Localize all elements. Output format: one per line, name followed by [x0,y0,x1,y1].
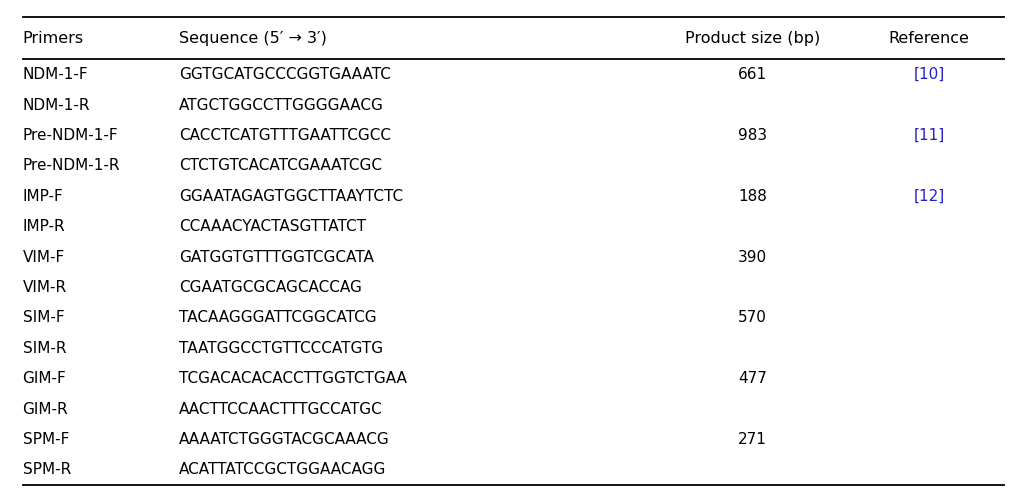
Text: TAATGGCCTGTTCCCATGTG: TAATGGCCTGTTCCCATGTG [179,341,383,356]
Text: [10]: [10] [913,67,945,82]
Text: IMP-R: IMP-R [23,219,66,234]
Text: 661: 661 [738,67,767,82]
Text: TACAAGGGATTCGGCATCG: TACAAGGGATTCGGCATCG [179,310,377,325]
Text: SPM-F: SPM-F [23,432,69,447]
Text: VIM-F: VIM-F [23,249,65,264]
Text: Pre-NDM-1-F: Pre-NDM-1-F [23,128,118,143]
Text: TCGACACACACCTTGGTCTGAA: TCGACACACACCTTGGTCTGAA [179,371,408,386]
Text: ACATTATCCGCTGGAACAGG: ACATTATCCGCTGGAACAGG [179,462,387,477]
Text: [12]: [12] [913,189,945,204]
Text: Primers: Primers [23,31,84,46]
Text: GGAATAGAGTGGCTTAAYTCTC: GGAATAGAGTGGCTTAAYTCTC [179,189,403,204]
Text: CTCTGTCACATCGAAATCGC: CTCTGTCACATCGAAATCGC [179,158,382,173]
Text: Sequence (5′ → 3′): Sequence (5′ → 3′) [179,31,327,46]
Text: AACTTCCAACTTTGCCATGC: AACTTCCAACTTTGCCATGC [179,401,383,417]
Text: CGAATGCGCAGCACCAG: CGAATGCGCAGCACCAG [179,280,362,295]
Text: NDM-1-R: NDM-1-R [23,98,90,112]
Text: IMP-F: IMP-F [23,189,63,204]
Text: 570: 570 [738,310,767,325]
Text: 477: 477 [738,371,767,386]
Text: CCAAACYACTASGTTATCT: CCAAACYACTASGTTATCT [179,219,367,234]
Text: NDM-1-F: NDM-1-F [23,67,88,82]
Text: ATGCTGGCCTTGGGGAACG: ATGCTGGCCTTGGGGAACG [179,98,384,112]
Text: 390: 390 [738,249,767,264]
Text: 271: 271 [738,432,767,447]
Text: SIM-R: SIM-R [23,341,66,356]
Text: Reference: Reference [889,31,970,46]
Text: GIM-R: GIM-R [23,401,69,417]
Text: GIM-F: GIM-F [23,371,67,386]
Text: SPM-R: SPM-R [23,462,71,477]
Text: 188: 188 [738,189,767,204]
Text: GATGGTGTTTGGTCGCATA: GATGGTGTTTGGTCGCATA [179,249,374,264]
Text: VIM-R: VIM-R [23,280,67,295]
Text: [11]: [11] [913,128,945,143]
Text: SIM-F: SIM-F [23,310,65,325]
Text: CACCTCATGTTTGAATTCGCC: CACCTCATGTTTGAATTCGCC [179,128,391,143]
Text: 983: 983 [738,128,767,143]
Text: AAAATCTGGGTACGCAAACG: AAAATCTGGGTACGCAAACG [179,432,390,447]
Text: Pre-NDM-1-R: Pre-NDM-1-R [23,158,120,173]
Text: GGTGCATGCCCGGTGAAATC: GGTGCATGCCCGGTGAAATC [179,67,391,82]
Text: Product size (bp): Product size (bp) [685,31,820,46]
